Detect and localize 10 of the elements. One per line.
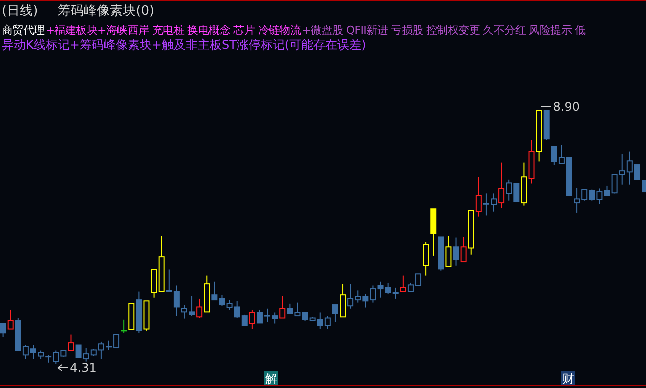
- text: 商贸代理: [2, 24, 46, 37]
- text: +福建板块+海峡西岸 充电桩 换电概念 芯片 冷链物流: [46, 24, 302, 37]
- annotation: 8.90: [553, 100, 580, 114]
- annotation: 4.31: [70, 361, 97, 375]
- text: 解: [265, 372, 278, 386]
- text: +微盘股 QFII新进 亏损股 控制权变更 久不分红 风险提示 低: [302, 24, 586, 37]
- chart-title: (日线): [2, 4, 38, 19]
- chart-subtitle: 筹码峰像素块(0): [58, 4, 155, 19]
- text: 财: [562, 372, 574, 386]
- text: 异动K线标记+筹码峰像素块+触及非主板ST涨停标记(可能存在误差): [2, 38, 366, 52]
